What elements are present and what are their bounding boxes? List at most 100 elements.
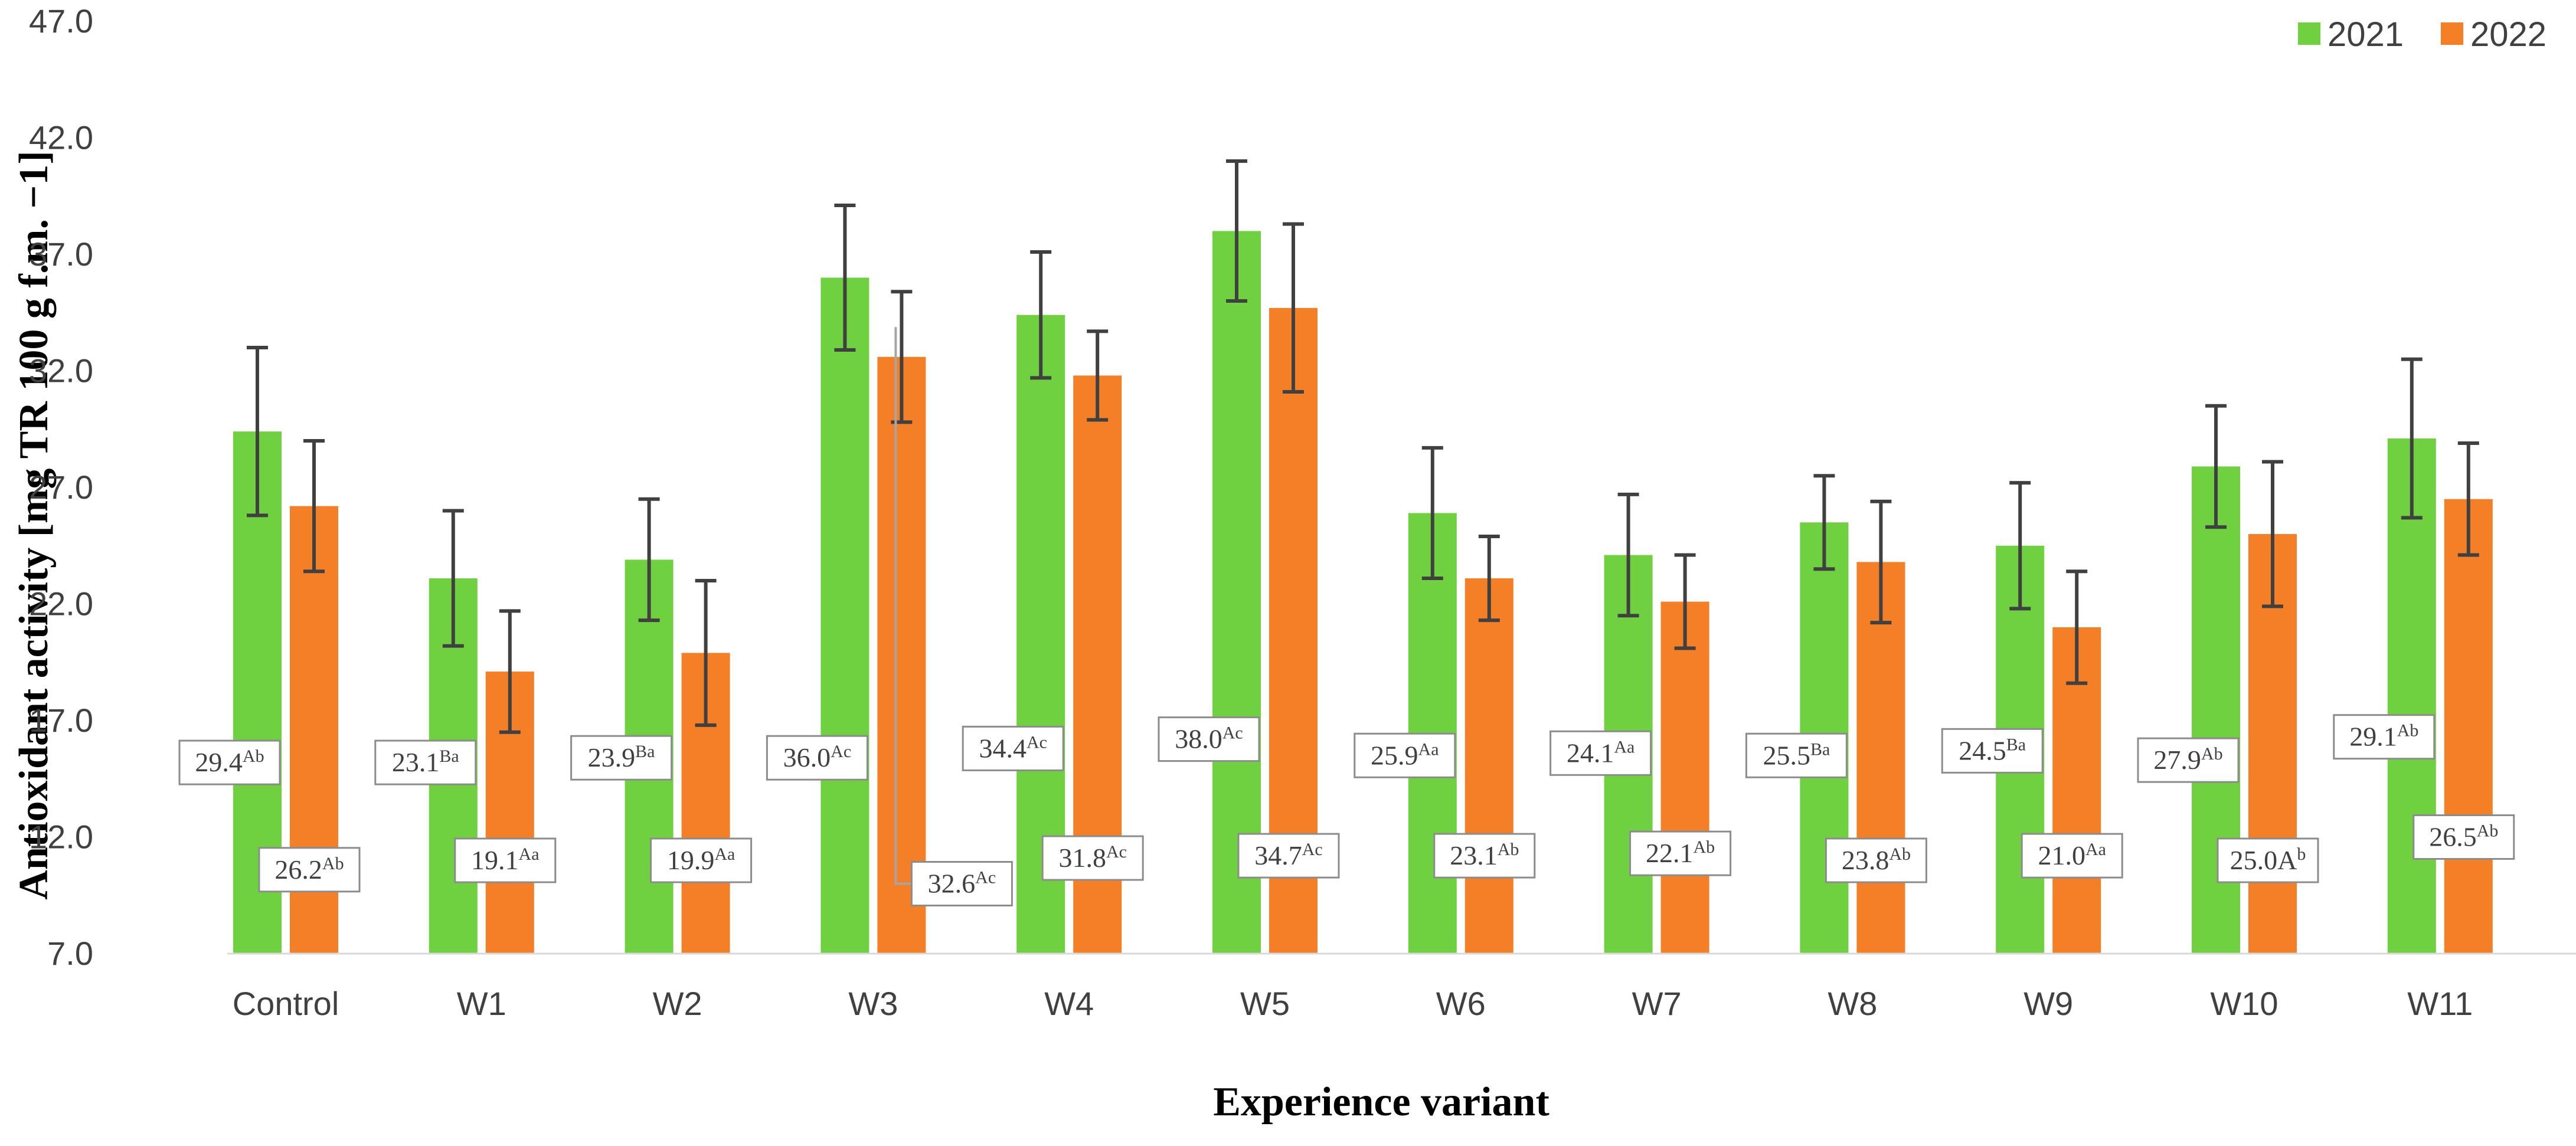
error-bar-2022-W10 [2262,460,2283,608]
data-labels: 29.4Ab 26.2Ab 23.1Ba 19.1Aa 23.9Ba 19.9Aa 36.0… [178,714,2515,906]
bars [233,231,2493,954]
data-label-2022-Control: 26.2Ab [258,847,361,893]
bar-2021-W3 [820,277,869,954]
data-label-2021-W4: 34.4Ac [962,725,1064,771]
legend-swatch-2021 [2298,22,2320,45]
data-label-2021-W5: 38.0Ac [1158,716,1260,762]
error-bar-2022-W7 [1674,553,1696,650]
legend-label-2022: 2022 [2470,15,2546,54]
svg-text:23.1Ba: 23.1Ba [392,746,459,777]
x-tick-label: W2 [653,985,702,1022]
data-label-2021-W6: 25.9Aa [1354,732,1456,778]
svg-text:23.1Ab: 23.1Ab [1450,840,1519,870]
data-label-2022-W2: 19.9Aa [650,837,753,883]
bar-2022-W7 [1660,601,1709,954]
data-label-2022-W8: 23.8Ab [1825,837,1927,883]
svg-text:25.0Ab: 25.0Ab [2230,844,2306,875]
svg-text:24.5Ba: 24.5Ba [1959,735,2026,765]
y-axis-title: Antioxidant activity [mg TR 100 g f.m. −… [11,150,57,899]
y-tick-label: 7.0 [47,935,93,972]
error-bar-2022-Control [303,439,325,574]
svg-text:29.4Ab: 29.4Ab [195,746,264,777]
error-bar-2022-W8 [1870,499,1892,625]
x-tick-label: W7 [1632,985,1682,1022]
error-bar-2022-W5 [1283,222,1304,394]
x-tick-label: W11 [2407,985,2473,1022]
error-bar-2022-W2 [695,579,717,727]
svg-text:32.6Ac: 32.6Ac [928,868,996,899]
data-label-2022-W5: 34.7Ac [1237,833,1340,879]
data-label-2021-W9: 24.5Ba [1941,728,2044,774]
svg-text:38.0Ac: 38.0Ac [1175,723,1243,754]
error-bar-2022-W6 [1478,534,1500,623]
x-tick-label: Control [233,985,339,1022]
data-label-2021-W10: 27.9Ab [2137,737,2240,783]
data-label-2022-W4: 31.8Ac [1041,835,1144,881]
error-bar-2022-W9 [2066,569,2088,685]
bar-2022-W8 [1856,562,1905,954]
y-tick-label: 27.0 [29,469,93,506]
x-tick-label: W4 [1044,985,1094,1022]
x-axis-title: Experience variant [1213,1079,1549,1125]
error-bar-2022-W4 [1087,329,1109,422]
error-bar-2021-W11 [2401,357,2423,520]
bar-2021-W11 [2387,438,2436,954]
svg-text:34.7Ac: 34.7Ac [1254,840,1322,870]
label-leader-lines [894,327,912,885]
y-tick-label: 37.0 [29,235,93,273]
legend-label-2021: 2021 [2327,15,2404,54]
svg-text:36.0Ac: 36.0Ac [783,742,851,772]
error-bar-2021-W4 [1030,250,1052,380]
error-bar-2021-W2 [638,497,660,623]
svg-text:23.8Ab: 23.8Ab [1842,844,1911,875]
error-bar-2022-W11 [2457,441,2479,557]
svg-text:26.2Ab: 26.2Ab [274,854,344,885]
data-label-2021-W8: 25.5Ba [1745,732,1848,778]
data-label-2022-W1: 19.1Aa [454,837,557,883]
y-tick-label: 32.0 [29,352,93,389]
x-tick-label: W8 [1828,985,1877,1022]
legend: 2021 2022 [2298,15,2546,54]
bar-2022-W3 [877,356,926,954]
error-bars [247,159,2479,734]
svg-text:27.9Ab: 27.9Ab [2153,744,2222,775]
svg-text:19.9Aa: 19.9Aa [667,844,735,875]
y-tick-label: 42.0 [29,119,93,156]
y-tick-label: 12.0 [29,818,93,856]
svg-text:26.5Ab: 26.5Ab [2429,821,2498,852]
svg-text:22.1Ab: 22.1Ab [1646,837,1715,868]
y-axis-ticks: 7.0 12.0 17.0 22.0 27.0 32.0 37.0 42.0 47.0 [29,2,93,972]
data-label-2022-W11: 26.5Ab [2412,814,2515,860]
y-tick-label: 17.0 [29,702,93,739]
x-tick-label: W6 [1436,985,1486,1022]
bar-2022-W6 [1464,578,1513,954]
legend-swatch-2022 [2441,22,2463,45]
error-bar-2021-W6 [1421,446,1443,581]
x-axis-ticks: Control W1 W2 W3 W4 W5 W6 W7 W8 W9 W10 W11 [233,985,2473,1022]
error-bar-2021-W10 [2205,404,2227,529]
x-tick-label: W5 [1240,985,1290,1022]
svg-text:25.9Aa: 25.9Aa [1371,739,1439,770]
svg-text:24.1Aa: 24.1Aa [1567,737,1634,768]
error-bar-2021-W1 [442,509,464,648]
y-tick-label: 47.0 [29,2,93,40]
bar-2022-W11 [2444,499,2493,954]
data-label-2021-W11: 29.1Ab [2333,714,2436,760]
x-tick-label: W9 [2023,985,2073,1022]
error-bar-2021-W5 [1226,159,1247,303]
svg-text:34.4Ac: 34.4Ac [979,732,1047,763]
data-label-2022-W6: 23.1Ab [1433,833,1536,879]
svg-text:25.5Ba: 25.5Ba [1763,739,1830,770]
data-label-2022-W10: 25.0Ab [2217,837,2319,883]
error-bar-2021-W8 [1813,474,1835,571]
data-label-2021-W2: 23.9Ba [570,735,673,781]
y-tick-label: 22.0 [29,585,93,623]
error-bar-2021-W3 [834,204,856,352]
data-label-2021-Control: 29.4Ab [178,739,281,785]
x-tick-label: W1 [457,985,506,1022]
svg-text:19.1Aa: 19.1Aa [471,844,539,875]
data-label-2021-W3: 36.0Ac [766,735,868,781]
error-bar-2021-Control [247,346,268,518]
data-label-2022-W3: 32.6Ac [910,861,1013,906]
